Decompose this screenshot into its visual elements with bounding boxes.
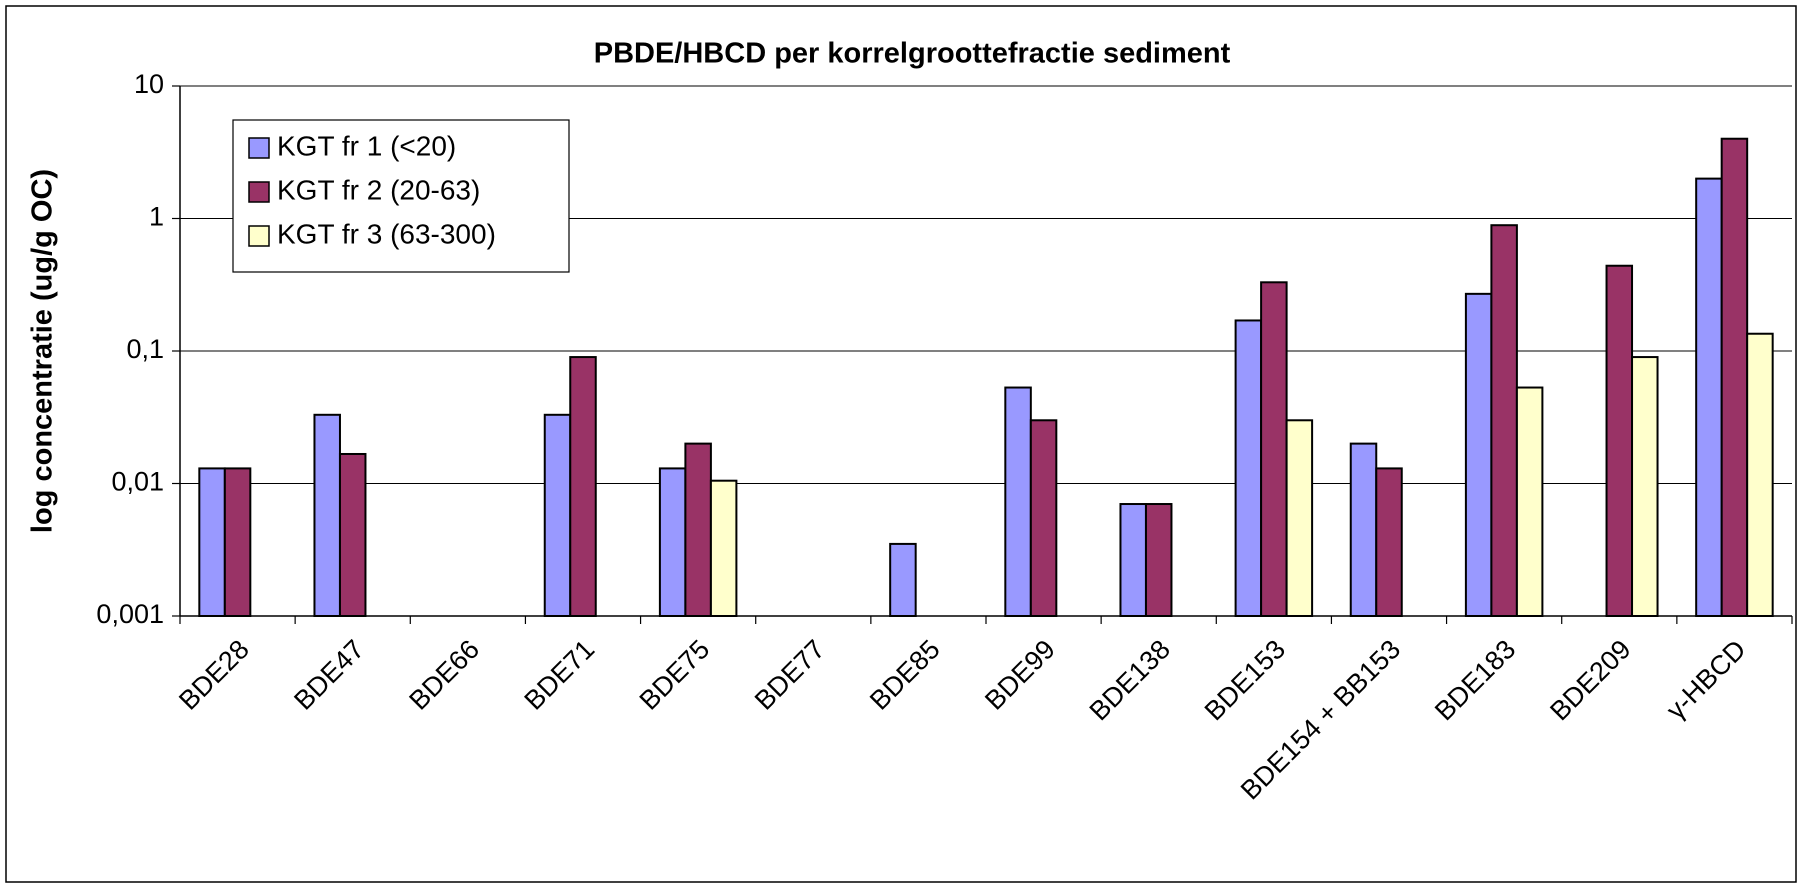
bar (198, 467, 226, 617)
y-tick-label: 0,1 (126, 334, 164, 364)
bar (1515, 386, 1544, 617)
legend-swatch (248, 137, 270, 159)
y-tick-label: 1 (149, 202, 164, 232)
bar (1631, 356, 1659, 617)
bar (1746, 332, 1774, 617)
bar (889, 542, 917, 618)
bar (684, 442, 712, 617)
y-tick-label: 0,01 (111, 467, 164, 497)
bar (543, 413, 572, 617)
bar (1720, 137, 1749, 617)
legend-swatch (248, 225, 270, 247)
bar (338, 452, 367, 618)
legend-label: KGT fr 3 (63-300) (277, 218, 496, 249)
bar (709, 479, 738, 617)
bar (1029, 419, 1058, 617)
legend-swatch (248, 181, 270, 203)
y-tick-label: 0,001 (96, 599, 164, 629)
bar (1464, 292, 1493, 617)
bar (1004, 386, 1032, 617)
bar (1285, 419, 1314, 617)
bar (1349, 442, 1378, 617)
bar (1605, 264, 1634, 617)
bar (313, 413, 341, 617)
bar (1260, 281, 1288, 617)
bar (1144, 503, 1173, 617)
y-tick-label: 10 (134, 69, 164, 99)
chart-title: PBDE/HBCD per korrelgroottefractie sedim… (594, 38, 1231, 70)
bar (1490, 224, 1518, 618)
bar (1695, 177, 1723, 617)
y-axis-label: log concentratie (ug/g OC) (27, 169, 59, 533)
bar (569, 356, 597, 617)
legend-box (232, 119, 570, 273)
bar (658, 467, 687, 617)
bar (1375, 467, 1403, 617)
bar (1234, 319, 1263, 617)
bar (223, 467, 252, 617)
legend-label: KGT fr 2 (20-63) (277, 174, 480, 205)
bar (1119, 503, 1147, 617)
legend-label: KGT fr 1 (<20) (277, 130, 456, 161)
